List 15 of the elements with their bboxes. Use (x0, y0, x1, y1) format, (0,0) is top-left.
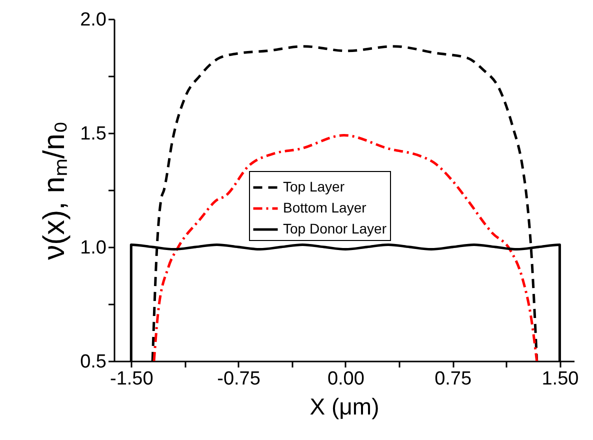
x-axis-title: X (μm) (310, 394, 380, 420)
x-tick-label: 0.75 (434, 368, 472, 390)
legend-label: Top Donor Layer (283, 220, 387, 236)
y-axis-title: ν(x), nₘ/n₀ (38, 121, 72, 260)
y-tick-label: 0.5 (80, 352, 106, 372)
x-tick-label: 1.50 (542, 368, 579, 390)
y-tick-label: 2.0 (80, 10, 106, 30)
x-tick-label: -0.75 (217, 368, 260, 390)
y-tick-label: 1.0 (80, 238, 106, 258)
x-tick-label: 0.00 (327, 368, 364, 390)
legend-label: Top Layer (283, 178, 345, 194)
legend-label: Bottom Layer (283, 200, 367, 216)
x-tick-label: -1.50 (110, 368, 154, 390)
y-tick-label: 1.5 (80, 124, 106, 144)
line-series (152, 134, 538, 361)
